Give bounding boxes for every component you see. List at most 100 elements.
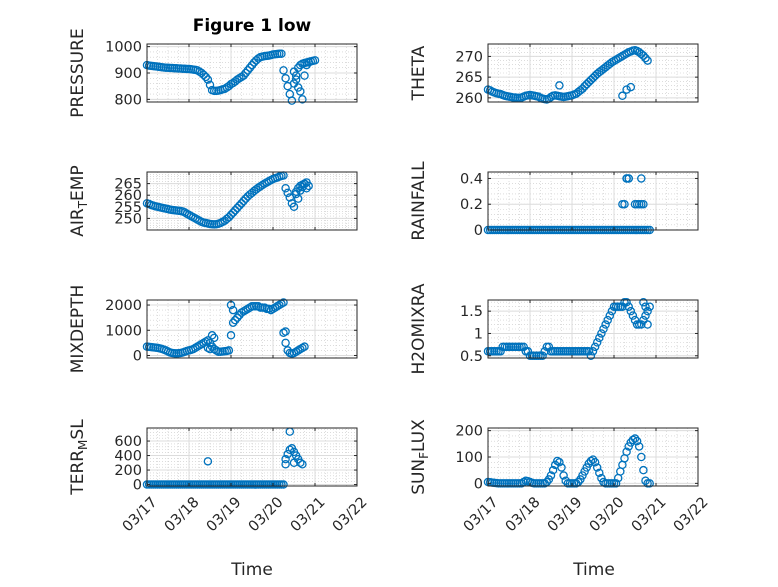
data-point <box>586 456 596 466</box>
data-point <box>243 66 253 75</box>
data-point <box>230 315 240 325</box>
data-point <box>235 74 244 83</box>
y-tick-label: 260 <box>114 188 142 204</box>
data-point <box>285 193 295 202</box>
y-tick-label: 900 <box>114 66 142 82</box>
y-tick-label: 0 <box>133 478 142 494</box>
data-point <box>637 174 646 183</box>
x-tick-label: 03/19 <box>545 494 586 535</box>
data-point <box>624 302 633 311</box>
data-point <box>205 344 215 354</box>
y-tick-label: 100 <box>455 450 483 466</box>
y-axis-label: THETA <box>409 45 429 101</box>
data-point <box>628 311 638 320</box>
data-point <box>605 311 615 320</box>
data-point <box>639 51 648 60</box>
data-point <box>281 327 290 336</box>
y-tick-label: 600 <box>114 434 142 450</box>
data-point <box>281 183 290 193</box>
axes-box <box>487 43 699 103</box>
data-point <box>588 455 598 464</box>
data-point <box>281 338 290 348</box>
data-point <box>203 457 213 466</box>
data-point <box>296 87 305 96</box>
y-tick-label: 200 <box>455 424 483 440</box>
y-tick-label: 400 <box>114 449 142 465</box>
data-point <box>233 313 242 322</box>
y-tick-label: 0 <box>133 348 142 364</box>
y-tick-label: 255 <box>114 200 142 216</box>
data-point <box>643 56 652 65</box>
data-point <box>624 174 633 183</box>
data-point <box>601 320 610 329</box>
data-point <box>637 320 646 329</box>
data-point <box>285 445 295 454</box>
data-point <box>641 53 650 63</box>
x-tick-label: 03/20 <box>246 494 287 535</box>
data-point <box>300 71 309 80</box>
y-axis-label: RAINFALL <box>409 161 429 241</box>
plot-area <box>147 172 357 230</box>
data-point <box>555 458 564 467</box>
y-axis-label: AIRTEMP <box>68 165 90 236</box>
data-point <box>226 210 236 220</box>
y-tick-label: 250 <box>114 211 142 227</box>
data-point <box>296 458 305 468</box>
data-point <box>233 75 242 84</box>
data-point <box>592 463 602 472</box>
plot-area <box>488 172 698 230</box>
data-point <box>538 351 547 361</box>
data-point <box>237 199 246 208</box>
y-axis-label: H2OMIXRA <box>409 283 429 374</box>
figure-title: Figure 1 low <box>193 16 312 36</box>
y-tick-label: 1000 <box>105 40 142 56</box>
data-point <box>630 434 640 443</box>
data-point <box>281 454 290 464</box>
data-point <box>298 459 307 469</box>
data-point <box>279 298 288 307</box>
y-tick-label: 265 <box>114 177 142 193</box>
y-axis-label: PRESSURE <box>68 28 88 117</box>
subplot-2: 260 265 270 THETA <box>409 43 699 107</box>
x-tick-label: 03/21 <box>629 494 670 535</box>
data-point <box>639 315 648 325</box>
data-point <box>289 67 299 76</box>
y-tick-label: 800 <box>114 92 142 108</box>
y-tick-label: 260 <box>455 91 483 107</box>
data-point <box>279 66 288 75</box>
data-point <box>586 351 596 361</box>
axes-box <box>487 299 699 359</box>
data-point <box>291 75 301 84</box>
data-point <box>578 84 587 93</box>
data-point <box>622 297 631 307</box>
data-point <box>228 208 238 217</box>
data-point <box>540 347 549 356</box>
data-point <box>241 68 250 78</box>
data-point <box>302 183 311 193</box>
x-tick-label: 03/18 <box>503 494 544 535</box>
data-point <box>235 201 244 210</box>
subplot-5: 0 1000 2000 MIXDEPTH <box>68 285 358 374</box>
data-point <box>546 471 556 480</box>
data-point <box>643 320 652 329</box>
x-tick-label: 03/17 <box>120 494 161 535</box>
axes-box <box>146 171 358 231</box>
x-axis-label-right: Time <box>572 560 615 580</box>
data-point <box>595 333 604 343</box>
subplot-6: 0.5 1 1.5 H2OMIXRA <box>409 283 699 375</box>
data-point <box>199 70 208 80</box>
data-point <box>245 63 255 72</box>
y-tick-label: 265 <box>455 70 483 86</box>
data-point <box>201 72 211 82</box>
y-tick-label: 0.5 <box>460 349 483 365</box>
y-axis-label: MIXDEPTH <box>68 285 88 374</box>
data-point <box>239 196 248 206</box>
data-point <box>632 436 642 446</box>
data-point <box>496 347 505 356</box>
data-point <box>628 435 638 445</box>
data-point <box>180 208 190 217</box>
data-point <box>611 479 621 488</box>
